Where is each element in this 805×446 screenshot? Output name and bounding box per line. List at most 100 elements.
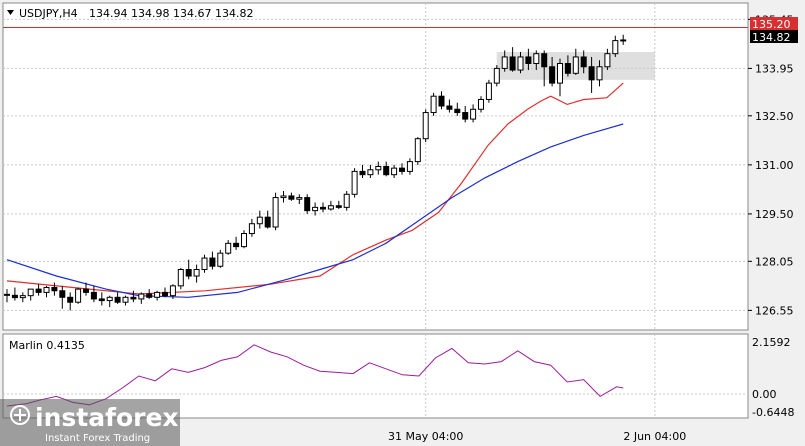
- candle[interactable]: [27, 288, 34, 301]
- candle[interactable]: [612, 35, 619, 57]
- candle[interactable]: [98, 292, 105, 306]
- candle[interactable]: [146, 289, 153, 299]
- candle[interactable]: [359, 164, 366, 178]
- time-axis[interactable]: 31 May 04:002 Jun 04:006 Jun 04:008 Jun …: [388, 430, 805, 443]
- candle[interactable]: [264, 210, 271, 229]
- candle[interactable]: [130, 290, 137, 303]
- candle[interactable]: [19, 292, 26, 303]
- candle[interactable]: [59, 285, 66, 309]
- candle-body: [248, 223, 255, 235]
- candle[interactable]: [414, 137, 421, 165]
- candle-body: [296, 197, 303, 200]
- candle[interactable]: [177, 267, 184, 290]
- candle[interactable]: [517, 52, 524, 74]
- candle[interactable]: [106, 295, 113, 308]
- candle[interactable]: [391, 164, 398, 178]
- candle[interactable]: [162, 287, 168, 298]
- candle[interactable]: [422, 109, 429, 142]
- candle[interactable]: [564, 55, 571, 77]
- candle-body: [596, 66, 603, 81]
- candle-body: [312, 206, 319, 212]
- candle[interactable]: [549, 56, 556, 87]
- candle[interactable]: [209, 251, 216, 270]
- candle[interactable]: [122, 295, 129, 306]
- candle[interactable]: [478, 96, 484, 113]
- svg-text:134.82: 134.82: [752, 31, 791, 44]
- candle[interactable]: [335, 200, 342, 210]
- candle[interactable]: [572, 48, 579, 75]
- candle[interactable]: [185, 259, 192, 280]
- candle[interactable]: [604, 48, 611, 71]
- candle[interactable]: [248, 218, 255, 237]
- candle[interactable]: [90, 285, 97, 303]
- candle[interactable]: [462, 106, 469, 123]
- candle[interactable]: [533, 50, 540, 71]
- candle[interactable]: [557, 58, 563, 97]
- menu-triangle-icon[interactable]: [7, 10, 14, 15]
- candle[interactable]: [296, 194, 303, 205]
- candle[interactable]: [51, 282, 58, 296]
- candle[interactable]: [367, 164, 374, 178]
- candle[interactable]: [493, 65, 500, 87]
- candle[interactable]: [225, 240, 232, 255]
- candle[interactable]: [320, 202, 326, 213]
- candle[interactable]: [241, 230, 247, 249]
- candle[interactable]: [138, 292, 145, 304]
- candle-body: [11, 294, 18, 299]
- candle[interactable]: [399, 163, 405, 175]
- candle[interactable]: [509, 47, 516, 72]
- candle[interactable]: [438, 91, 445, 110]
- candle[interactable]: [75, 287, 82, 304]
- candle-body: [27, 288, 34, 297]
- candle[interactable]: [351, 168, 358, 198]
- price-axis[interactable]: 135.45133.95132.50131.00129.50128.05126.…: [748, 13, 794, 317]
- candle[interactable]: [154, 290, 161, 301]
- candle[interactable]: [343, 191, 350, 211]
- candle[interactable]: [596, 60, 603, 87]
- candle-body: [564, 62, 571, 74]
- candle[interactable]: [312, 202, 319, 216]
- candle[interactable]: [280, 191, 287, 203]
- candle[interactable]: [169, 284, 176, 299]
- candle[interactable]: [446, 99, 453, 113]
- candle[interactable]: [430, 92, 437, 116]
- candle[interactable]: [272, 192, 279, 231]
- indicator-axis[interactable]: 2.1592 0.00 -0.6448: [752, 336, 794, 419]
- ma-slow-line: [6, 123, 624, 298]
- candle[interactable]: [67, 292, 74, 311]
- candle[interactable]: [35, 284, 42, 296]
- candle[interactable]: [201, 254, 208, 273]
- candle[interactable]: [620, 34, 627, 45]
- candle[interactable]: [580, 50, 587, 74]
- candle[interactable]: [383, 161, 390, 177]
- candle[interactable]: [470, 104, 477, 123]
- candle-body: [169, 285, 176, 297]
- candle[interactable]: [288, 192, 295, 201]
- candle-body: [35, 288, 42, 293]
- candle[interactable]: [541, 50, 548, 87]
- candle[interactable]: [588, 56, 595, 93]
- candle[interactable]: [193, 264, 200, 283]
- candle[interactable]: [43, 285, 50, 298]
- candle[interactable]: [375, 161, 382, 175]
- candle-body: [304, 197, 311, 212]
- candle[interactable]: [406, 158, 413, 175]
- candle[interactable]: [485, 79, 492, 103]
- candle-body: [146, 293, 153, 298]
- candle[interactable]: [233, 236, 240, 250]
- candle[interactable]: [11, 287, 18, 301]
- candlesticks[interactable]: [4, 34, 627, 311]
- candle[interactable]: [501, 50, 508, 72]
- candle[interactable]: [454, 102, 461, 116]
- candle[interactable]: [304, 194, 311, 214]
- candle[interactable]: [114, 292, 121, 304]
- candle[interactable]: [525, 48, 532, 71]
- candle[interactable]: [256, 210, 263, 229]
- candle[interactable]: [327, 200, 334, 211]
- candle[interactable]: [83, 282, 89, 296]
- candle[interactable]: [217, 249, 224, 268]
- candle[interactable]: [4, 289, 10, 303]
- candle-body: [525, 56, 532, 64]
- svg-text:135.20: 135.20: [752, 18, 791, 31]
